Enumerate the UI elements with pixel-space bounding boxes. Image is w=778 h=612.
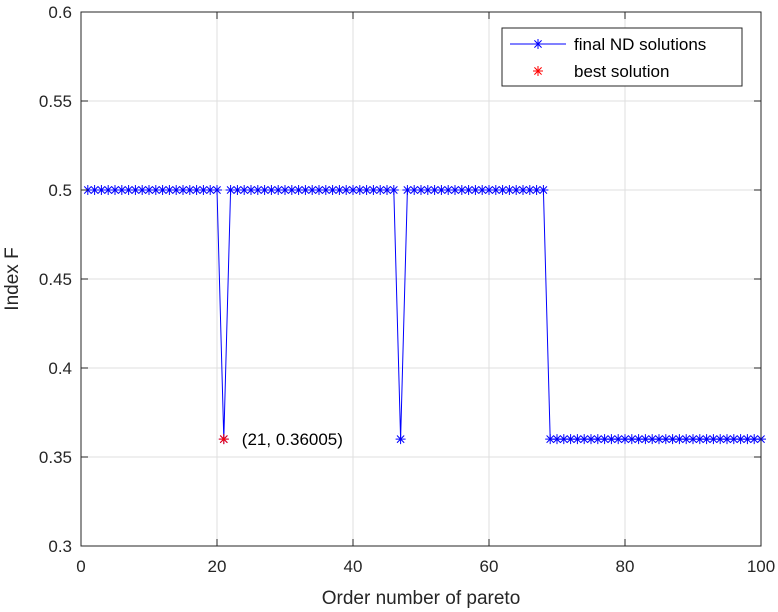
- data-point: [334, 185, 345, 195]
- y-tick-label: 0.35: [39, 448, 72, 467]
- legend-label: final ND solutions: [574, 35, 706, 54]
- legend-item: best solution: [533, 62, 669, 81]
- x-tick-label: 40: [344, 557, 363, 576]
- data-point: [456, 185, 467, 195]
- data-point: [416, 185, 426, 195]
- data-point: [694, 434, 705, 445]
- data-point: [116, 185, 127, 195]
- x-tick-label: 80: [616, 557, 635, 576]
- legend-item: final ND solutions: [510, 35, 706, 54]
- x-tick-label: 60: [480, 557, 499, 576]
- legend-label: best solution: [574, 62, 669, 81]
- data-point: [633, 434, 644, 445]
- y-tick-label: 0.55: [39, 92, 72, 111]
- data-point: [613, 434, 624, 445]
- data-point: [375, 185, 386, 195]
- data-point: [259, 185, 270, 195]
- data-point: [511, 185, 522, 195]
- data-point: [218, 434, 229, 445]
- x-tick-label: 100: [747, 557, 775, 576]
- data-point: [626, 434, 637, 445]
- series-best-solution: [218, 434, 229, 445]
- data-point: [579, 434, 590, 445]
- legend: final ND solutions best solution: [501, 27, 743, 87]
- legend-box: [501, 27, 743, 87]
- y-tick-label: 0.45: [39, 270, 72, 289]
- legend-marker-sample: [533, 39, 543, 49]
- data-point: [735, 434, 746, 445]
- y-tick-label: 0.6: [48, 3, 72, 22]
- data-point: [89, 185, 100, 195]
- axis-ticks: 0 20 40 60 80 100 0.3 0.35 0.4 0.45 0.5 0.55 0.6: [39, 3, 775, 576]
- data-point: [320, 185, 331, 195]
- data-point: [395, 434, 406, 445]
- x-tick-label: 20: [208, 557, 227, 576]
- data-point: [137, 185, 148, 195]
- legend-marker-sample: [533, 66, 543, 76]
- annotation-layer: (21, 0.36005): [242, 430, 343, 449]
- data-point: [592, 434, 603, 445]
- data-point: [688, 434, 698, 445]
- y-axis-label: Index F: [2, 247, 23, 310]
- data-point: [273, 185, 284, 195]
- x-axis-label: Order number of pareto: [322, 588, 521, 609]
- data-point: [252, 185, 263, 195]
- x-tick-label: 0: [76, 557, 85, 576]
- data-point: [538, 185, 549, 195]
- data-point: [225, 185, 236, 195]
- y-tick-label: 0.3: [48, 537, 72, 556]
- data-point: [354, 185, 365, 195]
- data-point: [368, 185, 379, 195]
- y-tick-label: 0.5: [48, 181, 72, 200]
- y-tick-label: 0.4: [48, 359, 72, 378]
- point-annotation: (21, 0.36005): [242, 430, 343, 449]
- data-point: [382, 185, 392, 195]
- data-point: [388, 185, 399, 195]
- data-point: [212, 185, 222, 195]
